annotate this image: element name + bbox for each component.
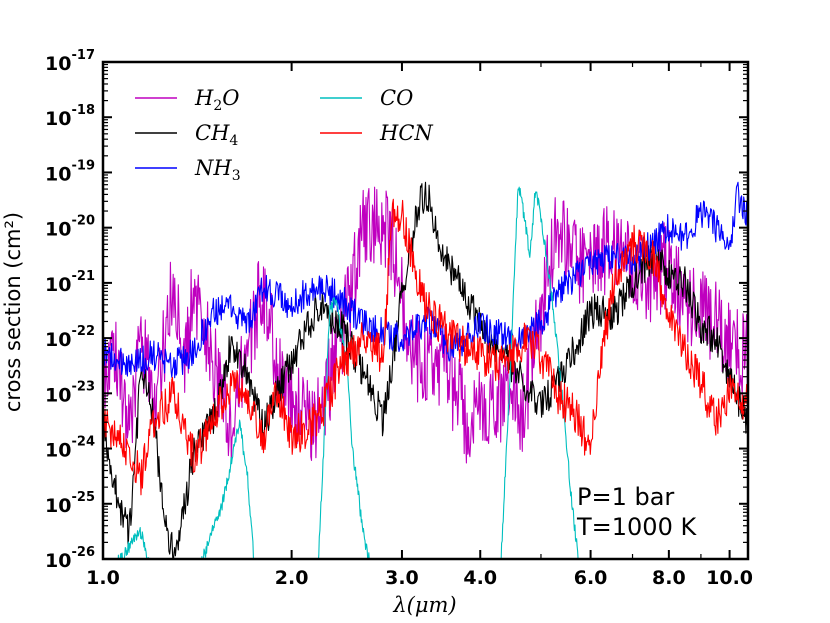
series-line-co <box>117 186 579 559</box>
x-tick-label: 10.0 <box>706 567 753 589</box>
y-tick-label: 10-26 <box>45 545 95 572</box>
y-tick-label: 10-22 <box>45 324 95 351</box>
x-tick-label: 1.0 <box>86 567 120 589</box>
y-tick-label: 10-17 <box>45 48 95 75</box>
y-tick-label: 10-21 <box>45 269 95 296</box>
y-tick-label: 10-24 <box>45 435 95 462</box>
x-tick-label: 8.0 <box>652 567 686 589</box>
series-line-hcn <box>103 198 748 496</box>
x-tick-label: 4.0 <box>463 567 497 589</box>
x-axis-label: λ(μm) <box>392 593 456 617</box>
x-tick-label: 3.0 <box>385 567 419 589</box>
x-tick-label: 6.0 <box>574 567 608 589</box>
y-tick-label: 10-25 <box>45 490 95 517</box>
condition-pressure: P=1 bar <box>577 483 674 511</box>
legend-label-ch4: CH4 <box>195 121 238 149</box>
legend: H2O CH4 NH3 CO HCN <box>135 86 433 184</box>
series-layer <box>103 181 748 559</box>
legend-label-h2o: H2O <box>194 86 239 114</box>
y-tick-label: 10-23 <box>45 379 95 406</box>
y-tick-label: 10-20 <box>45 214 95 241</box>
plot-frame <box>101 60 750 561</box>
legend-label-nh3: NH3 <box>194 156 241 184</box>
y-tick-label: 10-19 <box>45 158 95 185</box>
condition-temperature: T=1000 K <box>576 513 697 541</box>
x-tick-labels: 1.0 2.0 3.0 4.0 6.0 8.0 10.0 <box>86 567 753 589</box>
y-tick-labels: 10-26 10-25 10-24 10-23 10-22 10-21 10-20 10-19… <box>45 48 95 572</box>
x-tick-label: 2.0 <box>275 567 309 589</box>
legend-label-hcn: HCN <box>379 121 433 145</box>
legend-label-co: CO <box>380 86 413 110</box>
y-axis-label: cross section (cm²) <box>1 212 25 412</box>
tick-layer <box>102 61 748 560</box>
y-tick-label: 10-18 <box>45 103 95 130</box>
